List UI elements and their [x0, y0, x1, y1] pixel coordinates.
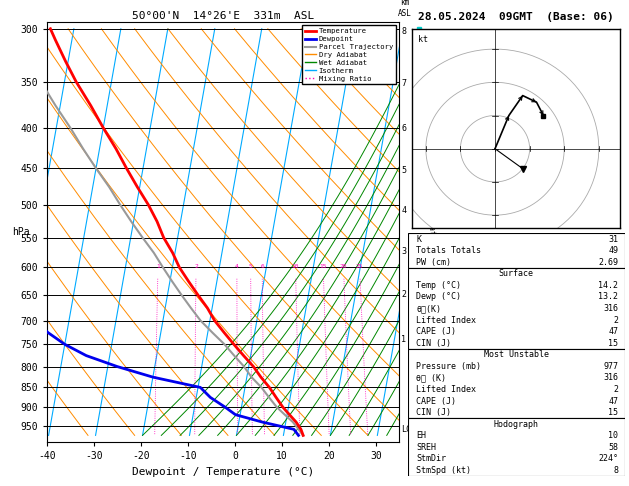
Text: 1: 1: [156, 264, 160, 269]
Text: SREH: SREH: [416, 443, 437, 452]
Bar: [408, 233, 625, 268]
Text: Lifted Index: Lifted Index: [416, 385, 476, 394]
Text: K: K: [416, 235, 421, 243]
Text: Dewp (°C): Dewp (°C): [416, 293, 461, 301]
Text: StmDir: StmDir: [416, 454, 446, 464]
Legend: Temperature, Dewpoint, Parcel Trajectory, Dry Adiabat, Wet Adiabat, Isotherm, Mi: Temperature, Dewpoint, Parcel Trajectory…: [302, 25, 396, 85]
Text: 3: 3: [401, 247, 406, 256]
Text: 977: 977: [603, 362, 618, 371]
Text: 2.69: 2.69: [598, 258, 618, 267]
Text: 20: 20: [340, 264, 347, 269]
Text: 25: 25: [356, 264, 364, 269]
Text: 1: 1: [401, 335, 406, 344]
Text: Mixing Ratio (g/kg): Mixing Ratio (g/kg): [426, 185, 436, 279]
Text: StmSpd (kt): StmSpd (kt): [416, 466, 471, 475]
Text: Temp (°C): Temp (°C): [416, 281, 461, 290]
Text: 2: 2: [613, 385, 618, 394]
Text: 316: 316: [603, 373, 618, 382]
Text: 5: 5: [249, 264, 252, 269]
Bar: [408, 349, 625, 418]
Text: 224°: 224°: [598, 454, 618, 464]
Text: 13.2: 13.2: [598, 293, 618, 301]
Text: CAPE (J): CAPE (J): [416, 397, 456, 405]
Text: 6: 6: [401, 124, 406, 133]
Text: Hodograph: Hodograph: [494, 420, 538, 429]
Text: θᴇ(K): θᴇ(K): [416, 304, 442, 313]
Text: 5: 5: [401, 166, 406, 175]
Text: 47: 47: [608, 397, 618, 405]
Text: Most Unstable: Most Unstable: [484, 350, 548, 359]
Text: CIN (J): CIN (J): [416, 339, 451, 347]
Text: 28.05.2024  09GMT  (Base: 06): 28.05.2024 09GMT (Base: 06): [418, 12, 614, 22]
Text: 2: 2: [194, 264, 198, 269]
Text: CAPE (J): CAPE (J): [416, 327, 456, 336]
Text: 15: 15: [320, 264, 327, 269]
Text: 4: 4: [401, 206, 406, 215]
Text: 15: 15: [608, 408, 618, 417]
Text: Totals Totals: Totals Totals: [416, 246, 481, 255]
Text: 47: 47: [608, 327, 618, 336]
Text: hPa: hPa: [12, 227, 30, 237]
Text: 15: 15: [608, 339, 618, 347]
Text: Surface: Surface: [499, 269, 533, 278]
Text: PW (cm): PW (cm): [416, 258, 451, 267]
Text: 2: 2: [613, 315, 618, 325]
Text: 58: 58: [608, 443, 618, 452]
Text: 4: 4: [235, 264, 239, 269]
Title: 50°00'N  14°26'E  331m  ASL: 50°00'N 14°26'E 331m ASL: [132, 11, 314, 21]
Text: 10: 10: [608, 431, 618, 440]
Text: 2: 2: [401, 290, 406, 299]
Text: 316: 316: [603, 304, 618, 313]
Text: EH: EH: [416, 431, 426, 440]
Bar: [408, 268, 625, 349]
Text: Lifted Index: Lifted Index: [416, 315, 476, 325]
Text: 6: 6: [260, 264, 264, 269]
Text: 49: 49: [608, 246, 618, 255]
Text: 8: 8: [401, 27, 406, 35]
Text: 14.2: 14.2: [598, 281, 618, 290]
Bar: [408, 418, 625, 476]
Text: 31: 31: [608, 235, 618, 243]
Text: 8: 8: [613, 466, 618, 475]
Text: kt: kt: [418, 35, 428, 44]
Text: CIN (J): CIN (J): [416, 408, 451, 417]
Text: 7: 7: [401, 79, 406, 88]
Text: LCL: LCL: [401, 425, 416, 434]
Text: Pressure (mb): Pressure (mb): [416, 362, 481, 371]
Text: km
ASL: km ASL: [398, 0, 411, 17]
Text: θᴇ (K): θᴇ (K): [416, 373, 446, 382]
Text: 10: 10: [292, 264, 299, 269]
X-axis label: Dewpoint / Temperature (°C): Dewpoint / Temperature (°C): [132, 467, 314, 477]
